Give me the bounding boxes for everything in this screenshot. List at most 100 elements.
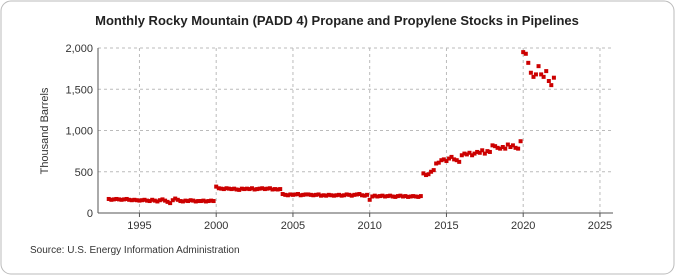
point <box>526 60 531 65</box>
point <box>229 187 234 192</box>
point <box>477 150 482 155</box>
point <box>137 198 142 203</box>
point <box>119 197 124 202</box>
point <box>447 156 452 161</box>
point <box>439 158 444 163</box>
point <box>178 199 183 204</box>
point <box>418 194 423 199</box>
point <box>321 193 326 198</box>
point <box>370 194 375 199</box>
point <box>493 144 498 149</box>
point <box>523 51 528 56</box>
point <box>475 149 480 154</box>
point <box>413 194 418 199</box>
x-tick-label: 2015 <box>434 220 458 232</box>
point <box>170 198 175 203</box>
point <box>470 153 475 158</box>
point <box>232 186 237 191</box>
point <box>267 186 272 191</box>
point <box>452 157 457 162</box>
point <box>285 193 290 198</box>
chart-title: Monthly Rocky Mountain (PADD 4) Propane … <box>95 13 579 28</box>
point <box>411 194 416 199</box>
point <box>342 193 347 198</box>
point <box>480 148 485 153</box>
point <box>221 187 226 192</box>
point <box>298 193 303 198</box>
point <box>472 151 477 156</box>
point <box>398 193 403 198</box>
point <box>183 198 188 203</box>
point <box>367 197 372 202</box>
x-tick-label: 2000 <box>204 220 228 232</box>
point <box>214 184 219 189</box>
point <box>278 187 283 192</box>
y-tick-label: 0 <box>87 208 93 220</box>
point <box>331 193 336 198</box>
point <box>237 187 242 192</box>
point <box>319 193 324 198</box>
point <box>122 197 127 202</box>
point <box>290 192 295 197</box>
point <box>111 197 116 202</box>
point <box>444 159 449 164</box>
point <box>401 194 406 199</box>
point <box>106 196 111 201</box>
x-tick-label: 2025 <box>588 220 612 232</box>
point <box>347 192 352 197</box>
x-tick-label: 2010 <box>357 220 381 232</box>
point <box>521 50 526 55</box>
point <box>283 192 288 197</box>
point <box>160 197 165 202</box>
point <box>372 193 377 198</box>
point <box>155 199 160 204</box>
point <box>385 194 390 199</box>
point <box>416 194 421 199</box>
point <box>226 186 231 191</box>
x-tick-label: 2005 <box>281 220 305 232</box>
point <box>457 159 462 164</box>
point <box>209 198 214 203</box>
point <box>459 153 464 158</box>
point <box>533 72 538 77</box>
point <box>260 186 265 191</box>
point <box>421 171 426 176</box>
point <box>349 193 354 198</box>
point <box>244 186 249 191</box>
y-tick-label: 1,500 <box>65 84 93 96</box>
point <box>531 74 536 79</box>
point <box>354 192 359 197</box>
point <box>498 146 503 151</box>
point <box>288 192 293 197</box>
point <box>549 83 554 88</box>
point <box>431 168 436 173</box>
point <box>252 187 257 192</box>
point <box>272 187 277 192</box>
point <box>303 192 308 197</box>
point <box>308 192 313 197</box>
point <box>383 194 388 199</box>
point <box>324 193 329 198</box>
point <box>216 186 221 191</box>
point <box>219 186 224 191</box>
point <box>395 194 400 199</box>
point <box>198 199 203 204</box>
point <box>196 199 201 204</box>
point <box>436 160 441 165</box>
point <box>150 197 155 202</box>
source-note: Source: U.S. Energy Information Administ… <box>30 245 240 256</box>
point <box>117 197 122 202</box>
point <box>270 187 275 192</box>
point <box>485 149 490 154</box>
point <box>508 145 513 149</box>
point <box>429 169 434 174</box>
point <box>490 143 495 148</box>
point <box>186 199 191 204</box>
point <box>434 161 439 166</box>
point <box>544 69 549 74</box>
point <box>188 198 193 203</box>
point <box>165 199 170 204</box>
point <box>257 186 262 191</box>
point <box>275 187 280 192</box>
